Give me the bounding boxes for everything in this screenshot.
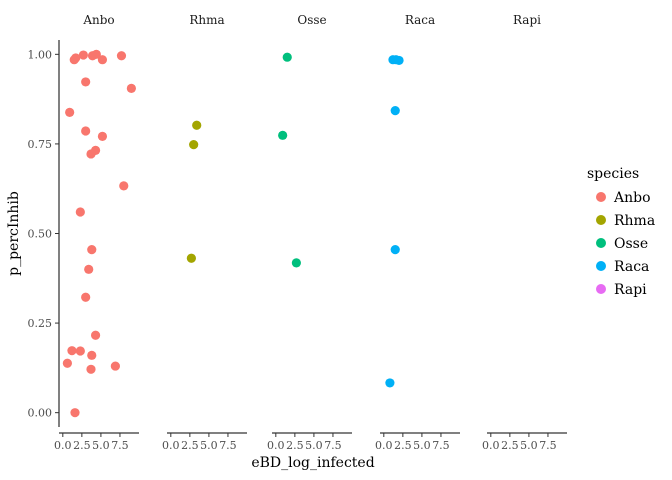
x-tick-label: 0.0	[162, 439, 180, 452]
legend-item-rhma: Rhma	[596, 213, 655, 229]
y-axis-title: p_percInhib	[6, 191, 22, 276]
x-tick-label: 5.0	[520, 439, 538, 452]
data-point	[86, 364, 96, 374]
legend-swatch	[596, 284, 606, 294]
facet-rhma: Rhma 0.0 2.5 5.0 7.5	[162, 13, 247, 452]
facet-osse: Osse 0.0 2.5 5.0 7.5	[267, 13, 352, 452]
legend-item-osse: Osse	[596, 236, 648, 252]
data-point	[84, 264, 94, 274]
legend-swatch	[596, 261, 606, 271]
x-tick-label: 5.0	[413, 439, 431, 452]
data-point	[90, 330, 101, 340]
legend-swatch	[596, 192, 606, 202]
data-point	[78, 50, 88, 60]
data-point	[385, 378, 395, 388]
data-point	[116, 51, 127, 61]
y-tick-label: 0.75	[28, 138, 53, 151]
data-point	[394, 55, 404, 66]
data-point	[81, 77, 91, 87]
data-point	[86, 149, 96, 159]
data-point	[97, 55, 108, 65]
x-tick-label: 2.5	[501, 439, 519, 452]
legend-label: Rapi	[614, 282, 647, 298]
data-point	[81, 126, 91, 136]
x-tick-label: 5.0	[200, 439, 218, 452]
data-point	[91, 49, 101, 59]
data-point	[65, 107, 75, 117]
data-point	[97, 131, 108, 141]
x-axis-title: eBD_log_infected	[251, 455, 374, 471]
facet-raca: Raca 0.0 2.5 5.0 7.5	[375, 13, 460, 452]
legend-item-anbo: Anbo	[596, 190, 651, 206]
data-point	[87, 350, 97, 360]
x-tick-label: 7.5	[324, 439, 342, 452]
legend-label: Anbo	[613, 190, 651, 206]
legend-swatch	[596, 215, 606, 225]
x-tick-label: 0.0	[267, 439, 285, 452]
data-point	[291, 258, 301, 268]
facet-rapi: Rapi 0.0 2.5 5.0 7.5	[482, 13, 567, 452]
x-tick-label: 7.5	[111, 439, 129, 452]
x-tick-label: 2.5	[394, 439, 412, 452]
x-tick-label: 0.0	[54, 439, 72, 452]
legend: species Anbo Rhma Osse Raca Rapi	[587, 166, 655, 298]
data-point	[87, 245, 97, 255]
legend-swatch	[596, 238, 606, 248]
legend-label: Rhma	[614, 213, 655, 229]
x-tick-label: 7.5	[432, 439, 450, 452]
x-tick-label: 7.5	[539, 439, 557, 452]
data-point	[192, 120, 202, 130]
facet-strip-label: Rhma	[189, 13, 224, 27]
x-tick-label: 0.0	[482, 439, 500, 452]
y-axis: 0.00 0.25 0.50 0.75 1.00	[28, 40, 60, 427]
x-tick-label: 0.0	[375, 439, 393, 452]
x-tick-label: 5.0	[305, 439, 323, 452]
legend-item-rapi: Rapi	[596, 282, 647, 298]
facet-strip-label: Anbo	[82, 13, 114, 27]
facet-strip-label: Raca	[405, 13, 435, 27]
x-tick-label: 7.5	[219, 439, 237, 452]
data-point	[70, 408, 80, 418]
data-point	[390, 245, 400, 255]
data-point	[67, 346, 77, 356]
legend-item-raca: Raca	[596, 259, 649, 275]
data-point	[189, 140, 199, 150]
facet-anbo: Anbo 0.0 2.5 5.0 7.5	[54, 13, 139, 452]
x-tick-label: 5.0	[92, 439, 110, 452]
legend-label: Raca	[614, 259, 649, 275]
data-point	[62, 358, 72, 368]
y-tick-label: 1.00	[28, 48, 53, 61]
facet-strip-label: Rapi	[513, 13, 541, 27]
facet-strip-label: Osse	[297, 13, 326, 27]
data-point	[119, 181, 129, 191]
x-tick-label: 2.5	[181, 439, 199, 452]
data-point	[390, 105, 400, 116]
y-tick-label: 0.50	[28, 228, 53, 241]
data-point	[75, 207, 85, 217]
x-tick-label: 2.5	[286, 439, 304, 452]
data-point	[75, 346, 85, 356]
data-point	[110, 361, 120, 371]
data-point	[69, 55, 79, 65]
data-point	[126, 83, 136, 93]
data-point	[278, 130, 288, 140]
data-point	[282, 52, 292, 62]
x-tick-label: 2.5	[73, 439, 91, 452]
legend-title: species	[587, 166, 639, 182]
data-point	[81, 292, 91, 302]
legend-label: Osse	[614, 236, 648, 252]
y-tick-label: 0.25	[28, 317, 53, 330]
data-point	[186, 253, 196, 263]
y-tick-label: 0.00	[28, 407, 53, 420]
